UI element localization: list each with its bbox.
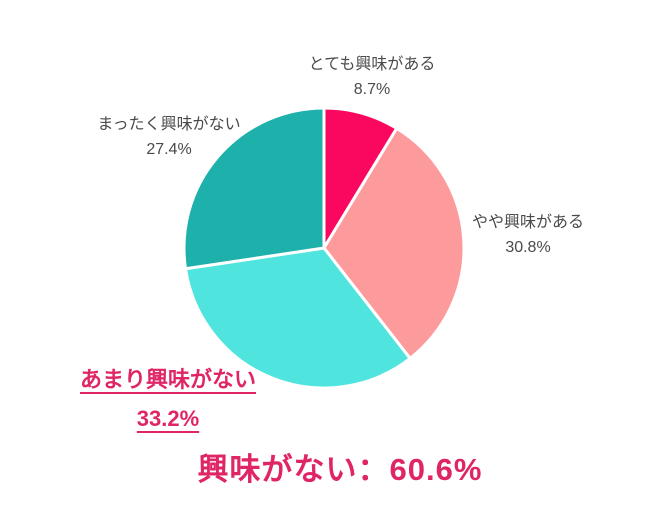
slice-label-somewhat-interested: やや興味がある 30.8% (418, 210, 638, 260)
slice-label-not-very-interested: あまり興味がない 33.2% (38, 360, 298, 438)
slice-label-text: とても興味がある (308, 56, 436, 73)
slice-label-not-interested-at-all: まったく興味がない 27.4% (59, 112, 279, 162)
summary-annotation: 興味がない：60.6% (197, 452, 483, 487)
slice-label-text: あまり興味がない (79, 367, 256, 392)
slice-label-very-interested: とても興味がある 8.7% (262, 52, 482, 102)
slice-label-text: まったく興味がない (97, 116, 241, 133)
slice-percent-text: 27.4% (146, 141, 192, 158)
pie-slice-1 (322, 126, 466, 360)
slice-percent-text: 8.7% (353, 81, 391, 98)
pie-slice-2 (184, 246, 412, 390)
slice-percent-text: 30.8% (505, 239, 551, 256)
slice-percent-text: 33.2% (136, 406, 200, 431)
slice-label-text: やや興味がある (471, 214, 584, 231)
pie-slice-3 (182, 106, 326, 271)
